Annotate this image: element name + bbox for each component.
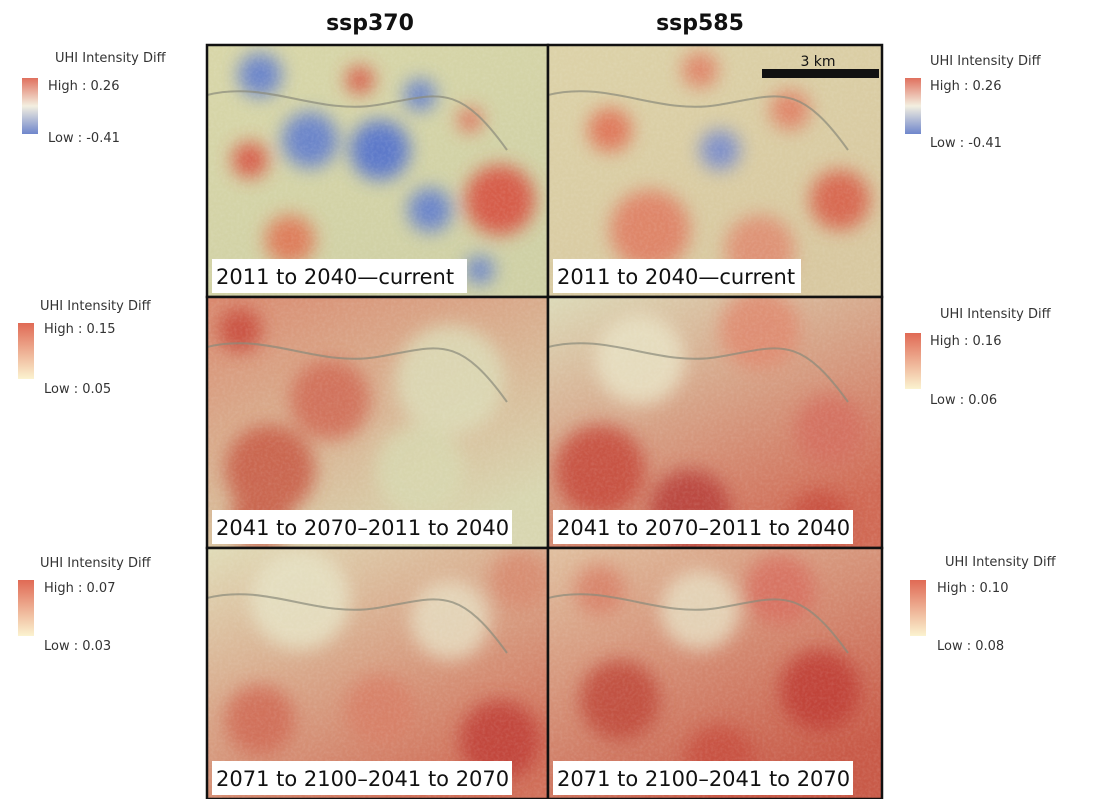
figure: ssp370 ssp585 2011 to 2040—current UHI Inte… [0, 0, 1103, 799]
scale-bar [762, 69, 879, 78]
legend-title: UHI Intensity Diff [940, 307, 1052, 322]
legend-colorbar [905, 333, 921, 389]
legend-title: UHI Intensity Diff [55, 51, 167, 66]
legend-low: Low : -0.41 [48, 131, 120, 146]
map-panel: 2041 to 2070–2011 to 2040 [207, 297, 548, 550]
map-panel: 2041 to 2070–2011 to 2040 [548, 290, 882, 550]
legend-low: Low : 0.05 [44, 382, 111, 397]
legend-title: UHI Intensity Diff [40, 556, 152, 571]
legend-colorbar [18, 580, 34, 636]
legend-title: UHI Intensity Diff [40, 299, 152, 314]
legend-high: High : 0.15 [44, 322, 115, 337]
legend-high: High : 0.10 [937, 581, 1008, 596]
legend-low: Low : 0.08 [937, 639, 1004, 654]
legend-colorbar [22, 78, 38, 134]
legend-colorbar [18, 323, 34, 379]
legend-high: High : 0.07 [44, 581, 115, 596]
column-title: ssp585 [656, 11, 744, 36]
map-panel: 2011 to 2040—current [207, 45, 548, 297]
legend-high: High : 0.26 [48, 79, 119, 94]
legend-colorbar [910, 580, 926, 636]
legend-title: UHI Intensity Diff [945, 555, 1057, 570]
panel-label: 2041 to 2070–2011 to 2040 [557, 516, 850, 540]
scale-bar-label: 3 km [800, 54, 835, 70]
panel-label: 2071 to 2100–2041 to 2070 [557, 767, 850, 791]
legend-title: UHI Intensity Diff [930, 54, 1042, 69]
legend-low: Low : 0.06 [930, 393, 997, 408]
panel-label: 2011 to 2040—current [557, 265, 795, 289]
column-title: ssp370 [326, 11, 414, 36]
map-panel: 2071 to 2100–2041 to 2070 [207, 548, 550, 799]
legend-low: Low : -0.41 [930, 136, 1002, 151]
panel-label: 2041 to 2070–2011 to 2040 [216, 516, 509, 540]
map-panel: 2011 to 2040—current [548, 45, 882, 297]
map-panel: 2071 to 2100–2041 to 2070 [548, 548, 882, 799]
legend-high: High : 0.16 [930, 334, 1001, 349]
legend-low: Low : 0.03 [44, 639, 111, 654]
panel-label: 2011 to 2040—current [216, 265, 454, 289]
legend-high: High : 0.26 [930, 79, 1001, 94]
legend-colorbar [905, 78, 921, 134]
panel-label: 2071 to 2100–2041 to 2070 [216, 767, 509, 791]
